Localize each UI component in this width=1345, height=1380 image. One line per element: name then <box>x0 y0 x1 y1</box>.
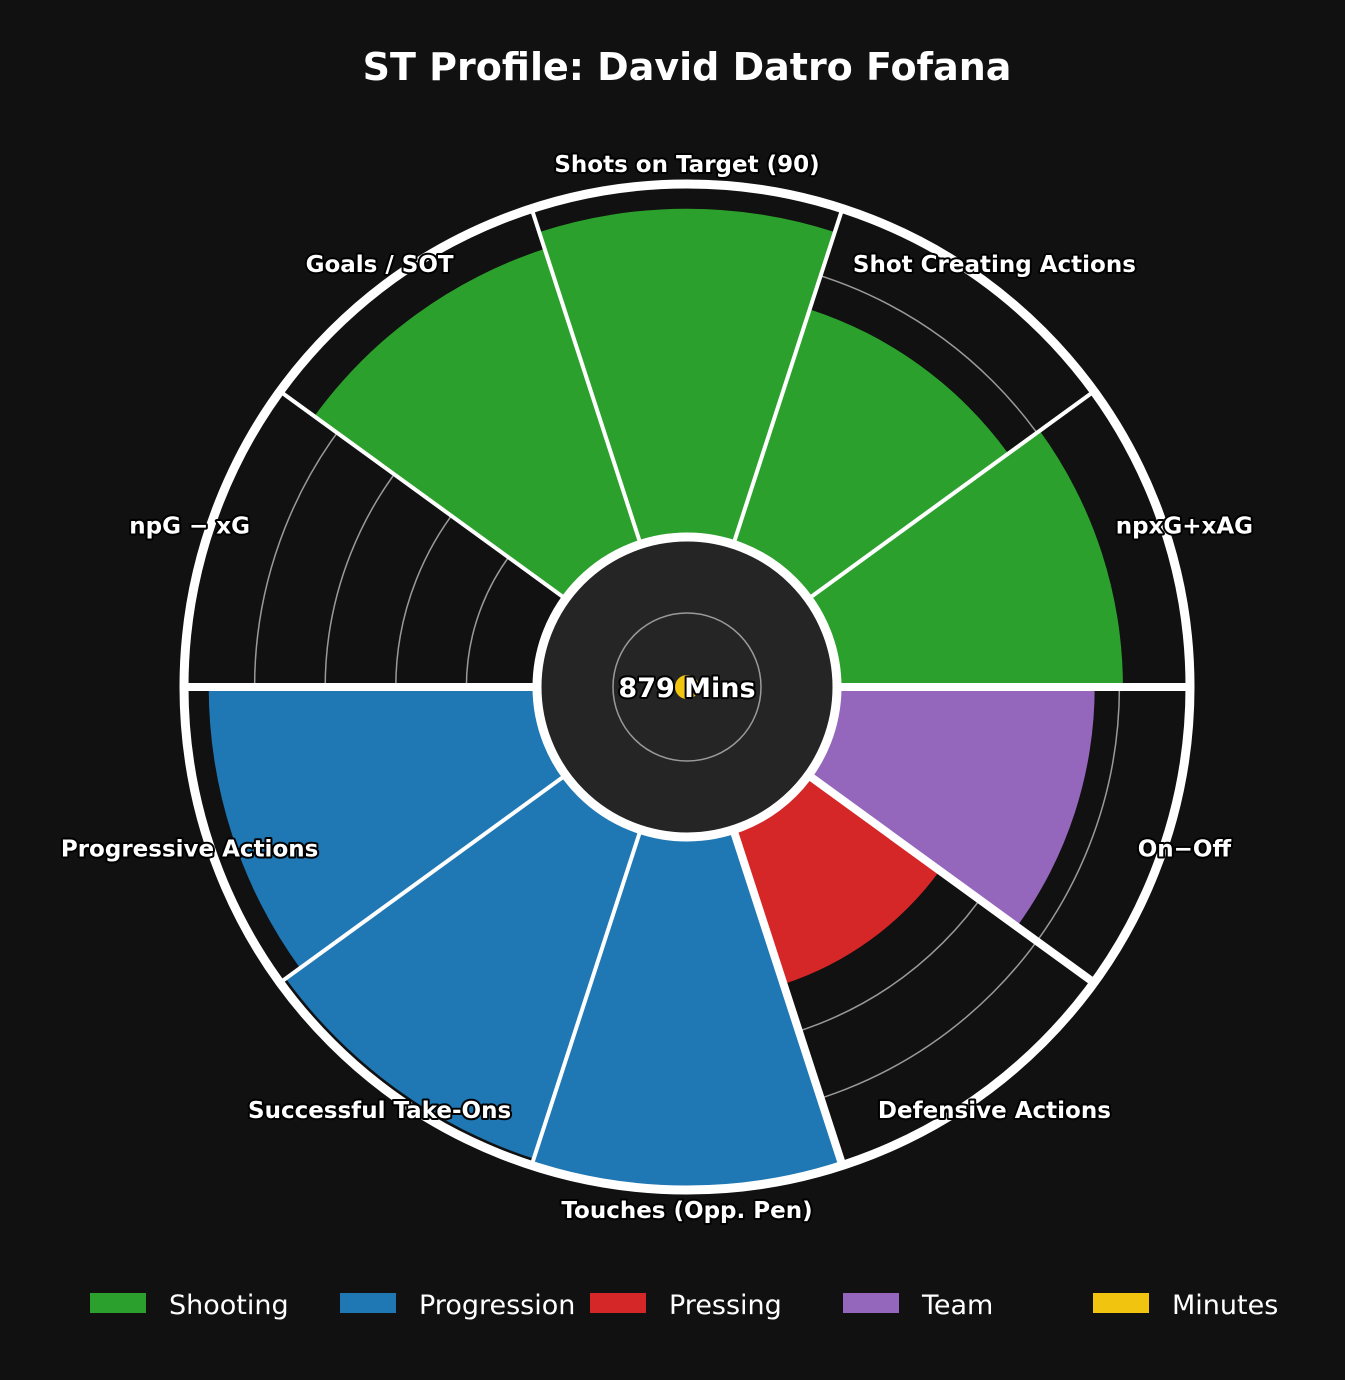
legend-swatch-shooting <box>90 1293 146 1313</box>
category-label-goals-sot: Goals / SOT <box>306 252 454 278</box>
chart-title: ST Profile: David Datro Fofana <box>363 45 1012 89</box>
category-label-shots-on-target-90: Shots on Target (90) <box>554 152 819 178</box>
separator-3 <box>529 208 643 545</box>
overlay-layer: 879 Mins <box>179 179 1195 1195</box>
bar-touches-opp-pen <box>531 829 843 1190</box>
legend-swatch-team <box>843 1293 899 1313</box>
center-grid-ring <box>612 612 762 762</box>
separator-4 <box>278 389 567 601</box>
category-label-progressive-actions: Progressive Actions <box>61 837 318 863</box>
category-label-successful-take-ons: Successful Take-Ons <box>248 1098 511 1124</box>
bars-layer <box>208 208 1123 1190</box>
group-boundary-team <box>806 771 1097 986</box>
separator-1 <box>807 389 1096 601</box>
category-label-defensive-actions: Defensive Actions <box>878 1098 1111 1124</box>
bar-shot-creating-actions <box>733 309 1009 599</box>
legend-label-minutes: Minutes <box>1172 1290 1278 1321</box>
labels-layer: npxG+xAG Shot Creating Actions Shots on Ta… <box>59 150 1255 1226</box>
outer-ring <box>179 179 1195 1195</box>
category-label-npxg-xag: npxG+xAG <box>1116 513 1253 539</box>
legend-label-pressing: Pressing <box>669 1290 782 1321</box>
bar-on-off <box>808 687 1095 927</box>
legend-swatch-minutes <box>1093 1293 1149 1313</box>
legend-label-team: Team <box>921 1290 993 1321</box>
bar-successful-take-ons <box>285 775 641 1159</box>
category-label-shot-creating-actions: Shot Creating Actions <box>853 252 1136 278</box>
legend: Shooting Progression Pressing Team Minutes <box>90 1290 1278 1321</box>
bar-npxg-xag <box>808 430 1123 687</box>
bar-goals-sot <box>314 248 641 599</box>
bar-shots-on-target-90 <box>539 208 835 545</box>
separator-7 <box>529 829 643 1166</box>
separator-2 <box>731 208 845 545</box>
legend-swatch-progression <box>340 1293 396 1313</box>
separator-6 <box>278 773 567 985</box>
bar-progressive-actions <box>208 687 566 969</box>
group-boundary-pressing <box>729 828 847 1167</box>
minutes-marker <box>675 675 699 699</box>
center-minutes-label: 879 Mins <box>618 673 755 704</box>
category-label-on-off: On−Off <box>1138 837 1232 863</box>
category-label-npg-xg: npG − xG <box>129 513 250 539</box>
legend-swatch-pressing <box>590 1293 646 1313</box>
category-label-touches-opp-pen: Touches (Opp. Pen) <box>561 1198 812 1224</box>
bar-defensive-actions <box>733 775 940 985</box>
legend-label-progression: Progression <box>419 1290 575 1321</box>
legend-label-shooting: Shooting <box>169 1290 289 1321</box>
